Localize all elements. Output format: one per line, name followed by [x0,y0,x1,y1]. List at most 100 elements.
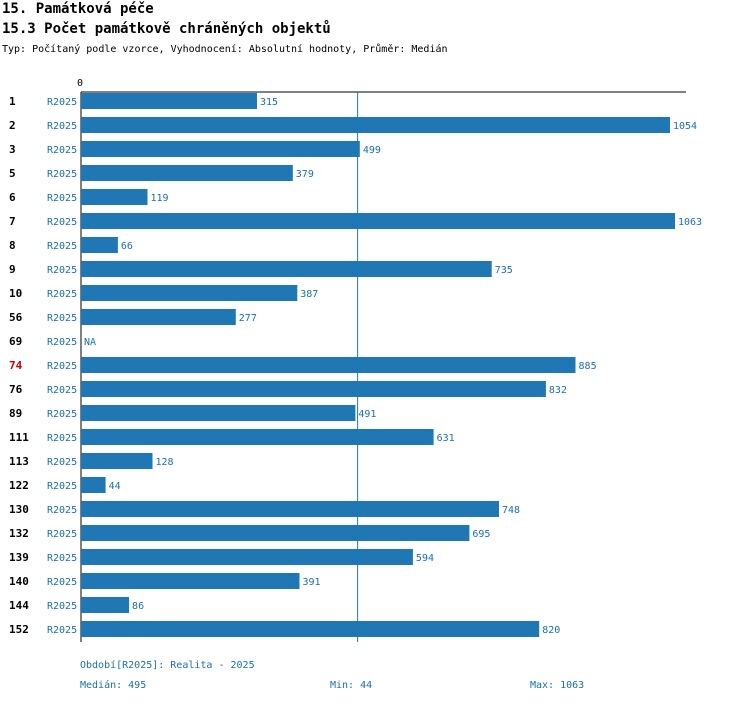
category-label: 140 [9,575,29,588]
period-label: R2025 [47,385,77,396]
bar [81,285,298,301]
bar-value-label: 1054 [673,121,697,132]
category-label: 113 [9,455,29,468]
x-axis-zero-label: 0 [77,78,83,89]
category-label: 139 [9,551,29,564]
bar-value-label: 277 [239,313,257,324]
bar [81,597,130,613]
bar [81,189,148,205]
category-label: 1 [9,95,16,108]
period-label: R2025 [47,241,77,252]
period-label: R2025 [47,121,77,132]
period-label: R2025 [47,289,77,300]
category-label: 74 [9,359,23,372]
category-label: 111 [9,431,29,444]
bar [81,381,546,397]
period-label: R2025 [47,313,77,324]
bar [81,621,540,637]
category-label: 6 [9,191,16,204]
bar [81,117,670,133]
bar [81,93,257,109]
category-label: 132 [9,527,29,540]
period-label: R2025 [47,529,77,540]
period-label: R2025 [47,193,77,204]
bar-value-label: 387 [300,289,318,300]
bar [81,141,360,157]
period-label: R2025 [47,361,77,372]
period-label: R2025 [47,553,77,564]
bar-value-label: 66 [121,241,133,252]
bar-value-label: 379 [296,169,314,180]
bar [81,549,413,565]
bar [81,477,106,493]
bar-value-label: 832 [549,385,567,396]
bar-value-label: 86 [132,601,144,612]
category-label: 9 [9,263,16,276]
bar [81,525,470,541]
period-label: R2025 [47,481,77,492]
bar-value-label: 1063 [678,217,702,228]
period-label: R2025 [47,601,77,612]
category-label: 122 [9,479,29,492]
page-title: 15. Památková péče [2,1,154,17]
category-label: 7 [9,215,16,228]
period-label: R2025 [47,337,77,348]
bar-value-label: 631 [437,433,455,444]
period-label: R2025 [47,457,77,468]
bar-value-label: 594 [416,553,434,564]
category-label: 56 [9,311,23,324]
period-label: R2025 [47,409,77,420]
chart-subtitle: 15.3 Počet památkově chráněných objektů [2,21,331,37]
bar [81,309,236,325]
category-label: 130 [9,503,29,516]
category-label: 5 [9,167,16,180]
category-label: 89 [9,407,22,420]
bar-value-label: 748 [502,505,520,516]
category-label: 69 [9,335,22,348]
bar [81,501,499,517]
bar-value-label: 735 [495,265,513,276]
bar [81,573,300,589]
chart-meta: Typ: Počítaný podle vzorce, Vyhodnocení:… [2,44,448,55]
category-label: 8 [9,239,16,252]
bar-value-label: NA [84,337,96,348]
footer-min: Min: 44 [330,680,373,691]
period-label: R2025 [47,505,77,516]
bar [81,429,434,445]
period-label: R2025 [47,145,77,156]
bar-value-label: 119 [150,193,168,204]
bar [81,357,576,373]
bar [81,405,356,421]
bar-value-label: 44 [109,481,121,492]
footer-period: Období[R2025]: Realita - 2025 [80,660,255,671]
bar [81,213,675,229]
bar-value-label: 695 [472,529,490,540]
category-label: 10 [9,287,22,300]
period-label: R2025 [47,577,77,588]
period-label: R2025 [47,169,77,180]
category-label: 144 [9,599,29,612]
category-label: 3 [9,143,16,156]
bar [81,453,153,469]
bar [81,237,118,253]
bar-value-label: 499 [363,145,381,156]
bar-value-label: 491 [358,409,376,420]
category-label: 2 [9,119,16,132]
bar-value-label: 885 [579,361,597,372]
category-label: 152 [9,623,29,636]
bar-value-label: 391 [302,577,320,588]
bar-value-label: 128 [156,457,174,468]
bar [81,165,293,181]
bar-value-label: 820 [542,625,560,636]
period-label: R2025 [47,433,77,444]
period-label: R2025 [47,265,77,276]
bar-value-label: 315 [260,97,278,108]
footer-median: Medián: 495 [80,680,147,691]
period-label: R2025 [47,625,77,636]
period-label: R2025 [47,97,77,108]
category-label: 76 [9,383,23,396]
period-label: R2025 [47,217,77,228]
footer-max: Max: 1063 [530,680,585,691]
bar [81,261,492,277]
